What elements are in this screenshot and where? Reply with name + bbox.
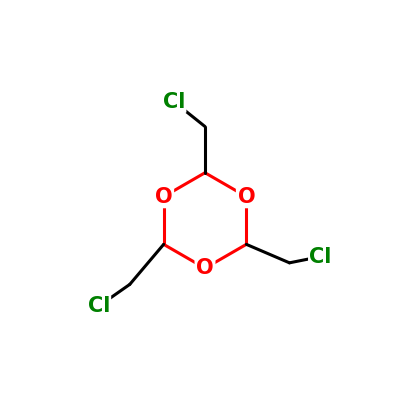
Text: O: O (238, 187, 255, 207)
Text: Cl: Cl (88, 296, 110, 316)
Text: O: O (155, 187, 172, 207)
Text: O: O (196, 258, 214, 278)
Text: Cl: Cl (309, 247, 332, 267)
Text: Cl: Cl (163, 92, 185, 112)
